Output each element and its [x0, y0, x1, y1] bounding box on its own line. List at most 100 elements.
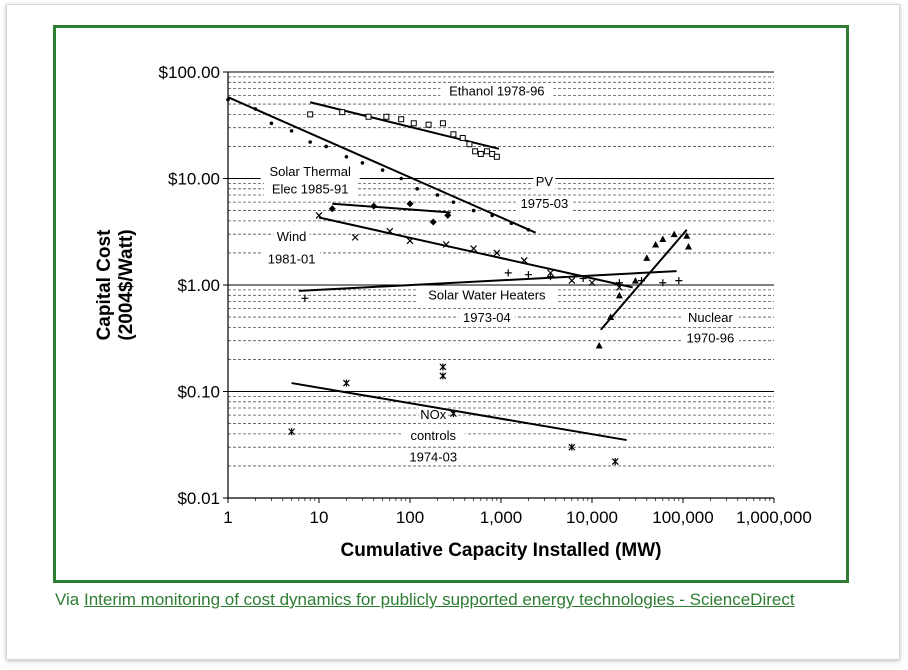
data-point-pv-1975-03: [415, 187, 420, 191]
annotation-backdrop: [458, 309, 516, 326]
data-point-pv-1975-03: [289, 129, 294, 133]
data-point-pv-1975-03: [471, 208, 476, 213]
data-point-pv-1975-03: [344, 154, 349, 159]
annotation-backdrop: [404, 449, 462, 466]
data-point-wind-1981-01: [547, 269, 554, 277]
data-point-nuclear-1970-96: [615, 291, 623, 299]
data-point-wind-1981-01: [588, 279, 596, 287]
data-point-nox-controls-1974-03: [288, 428, 296, 436]
caption-prefix: Via: [55, 590, 84, 609]
data-point-nuclear-1970-96: [595, 342, 603, 349]
data-point-wind-1981-01: [493, 249, 501, 257]
annotation-label: Solar Water Heaters: [428, 288, 546, 303]
data-point-pv-1975-03: [324, 144, 329, 149]
fit-line-nox-controls-1974-03: [291, 382, 627, 442]
data-point-solar-thermal-elec-1985-91: [370, 202, 378, 210]
annotation-label: PV: [536, 174, 554, 189]
data-point-ethanol-1978-96: [383, 113, 390, 120]
annotation-label: controls: [410, 428, 456, 443]
annotation-label: NOx: [420, 407, 447, 422]
data-point-pv-1975-03: [509, 221, 514, 226]
x-tick-label: 10,000: [566, 508, 618, 527]
x-tick-label: 10: [310, 508, 329, 527]
data-point-wind-1981-01: [315, 212, 323, 219]
data-point-solar-thermal-elec-1985-91: [328, 205, 336, 213]
x-tick-label: 1: [223, 508, 232, 527]
y-tick-label: $1.00: [177, 276, 220, 295]
annotation-backdrop: [416, 287, 558, 304]
data-point-solar-water-heaters-1973-04: [638, 277, 646, 285]
annotation-backdrop: [681, 309, 739, 326]
data-point-pv-1975-03: [308, 140, 312, 144]
data-point-solar-water-heaters-1973-04: [547, 273, 555, 281]
y-tick-label: $10.00: [168, 170, 220, 189]
data-point-pv-1975-03: [526, 227, 531, 232]
annotation-backdrop: [260, 164, 360, 181]
y-axis-title: Capital Cost: [94, 229, 115, 341]
data-point-ethanol-1978-96: [477, 150, 484, 157]
data-point-wind-1981-01: [386, 227, 394, 235]
data-point-wind-1981-01: [568, 277, 576, 285]
data-point-nox-controls-1974-03: [611, 458, 619, 466]
annotation-label: 1974-03: [409, 450, 457, 465]
data-point-ethanol-1978-96: [425, 121, 432, 128]
figure-frame: $100.00 $10.00 $1.00 $0.10 $0.01 1 10 100 1,000 1…: [53, 25, 849, 583]
y-axis-title: (2004$/Watt): [116, 229, 137, 340]
annotation-backdrop: [418, 407, 448, 424]
annotation-label: Ethanol 1978-96: [449, 84, 544, 99]
data-point-wind-1981-01: [351, 233, 359, 241]
figure-caption: Via Interim monitoring of cost dynamics …: [55, 588, 855, 612]
y-tick-label: $100.00: [159, 63, 220, 82]
data-point-solar-water-heaters-1973-04: [524, 271, 532, 279]
data-point-pv-1975-03: [360, 161, 365, 165]
annotation-backdrop: [515, 195, 573, 212]
data-point-solar-water-heaters-1973-04: [301, 294, 309, 302]
data-point-nuclear-1970-96: [607, 313, 615, 321]
data-point-ethanol-1978-96: [450, 131, 457, 138]
data-point-nox-controls-1974-03: [568, 443, 576, 451]
data-point-ethanol-1978-96: [439, 120, 446, 127]
data-point-nuclear-1970-96: [659, 235, 667, 243]
data-point-ethanol-1978-96: [493, 153, 500, 160]
data-point-pv-1975-03: [380, 168, 385, 172]
annotation-label: Nuclear: [688, 310, 733, 325]
data-point-nox-controls-1974-03: [439, 372, 447, 380]
annotation-backdrop: [263, 251, 321, 268]
annotation-backdrop: [533, 174, 556, 191]
data-point-ethanol-1978-96: [307, 111, 314, 118]
fit-line-solar-water-heaters-1973-04: [298, 270, 677, 292]
x-tick-label: 100: [396, 508, 424, 527]
fit-line-solar-thermal-elec-1985-91: [332, 202, 451, 214]
data-point-pv-1975-03: [269, 121, 274, 126]
data-point-wind-1981-01: [615, 283, 623, 291]
annotation-backdrop: [440, 83, 554, 100]
x-axis-title: Cumulative Capacity Installed (MW): [341, 540, 662, 561]
data-point-wind-1981-01: [406, 237, 414, 245]
fit-line-pv-1975-03: [227, 96, 537, 234]
data-point-nuclear-1970-96: [652, 241, 660, 248]
data-point-pv-1975-03: [451, 200, 456, 204]
x-tick-label: 1,000: [480, 508, 523, 527]
data-point-pv-1975-03: [435, 193, 440, 197]
annotation-backdrop: [264, 181, 357, 198]
data-point-pv-1975-03: [490, 213, 494, 218]
data-point-solar-water-heaters-1973-04: [675, 277, 683, 285]
data-point-ethanol-1978-96: [472, 148, 479, 155]
source-link[interactable]: Interim monitoring of cost dynamics for …: [84, 590, 795, 609]
data-point-solar-thermal-elec-1985-91: [444, 211, 452, 219]
data-point-nuclear-1970-96: [631, 277, 639, 284]
data-point-solar-thermal-elec-1985-91: [429, 218, 437, 226]
x-tick-label: 100,000: [652, 508, 713, 527]
data-point-ethanol-1978-96: [339, 109, 346, 116]
data-point-pv-1975-03: [226, 97, 230, 102]
data-point-pv-1975-03: [399, 176, 403, 181]
annotation-label: Wind: [277, 229, 307, 244]
y-tick-label: $0.01: [177, 489, 220, 508]
content-card: $100.00 $10.00 $1.00 $0.10 $0.01 1 10 100 1,000 1…: [6, 4, 900, 660]
data-point-solar-water-heaters-1973-04: [579, 275, 587, 283]
x-tick-label: 1,000,000: [736, 508, 812, 527]
data-point-nox-controls-1974-03: [439, 363, 447, 371]
data-point-nox-controls-1974-03: [449, 410, 457, 418]
data-point-ethanol-1978-96: [410, 120, 417, 127]
y-tick-label: $0.10: [177, 383, 220, 402]
